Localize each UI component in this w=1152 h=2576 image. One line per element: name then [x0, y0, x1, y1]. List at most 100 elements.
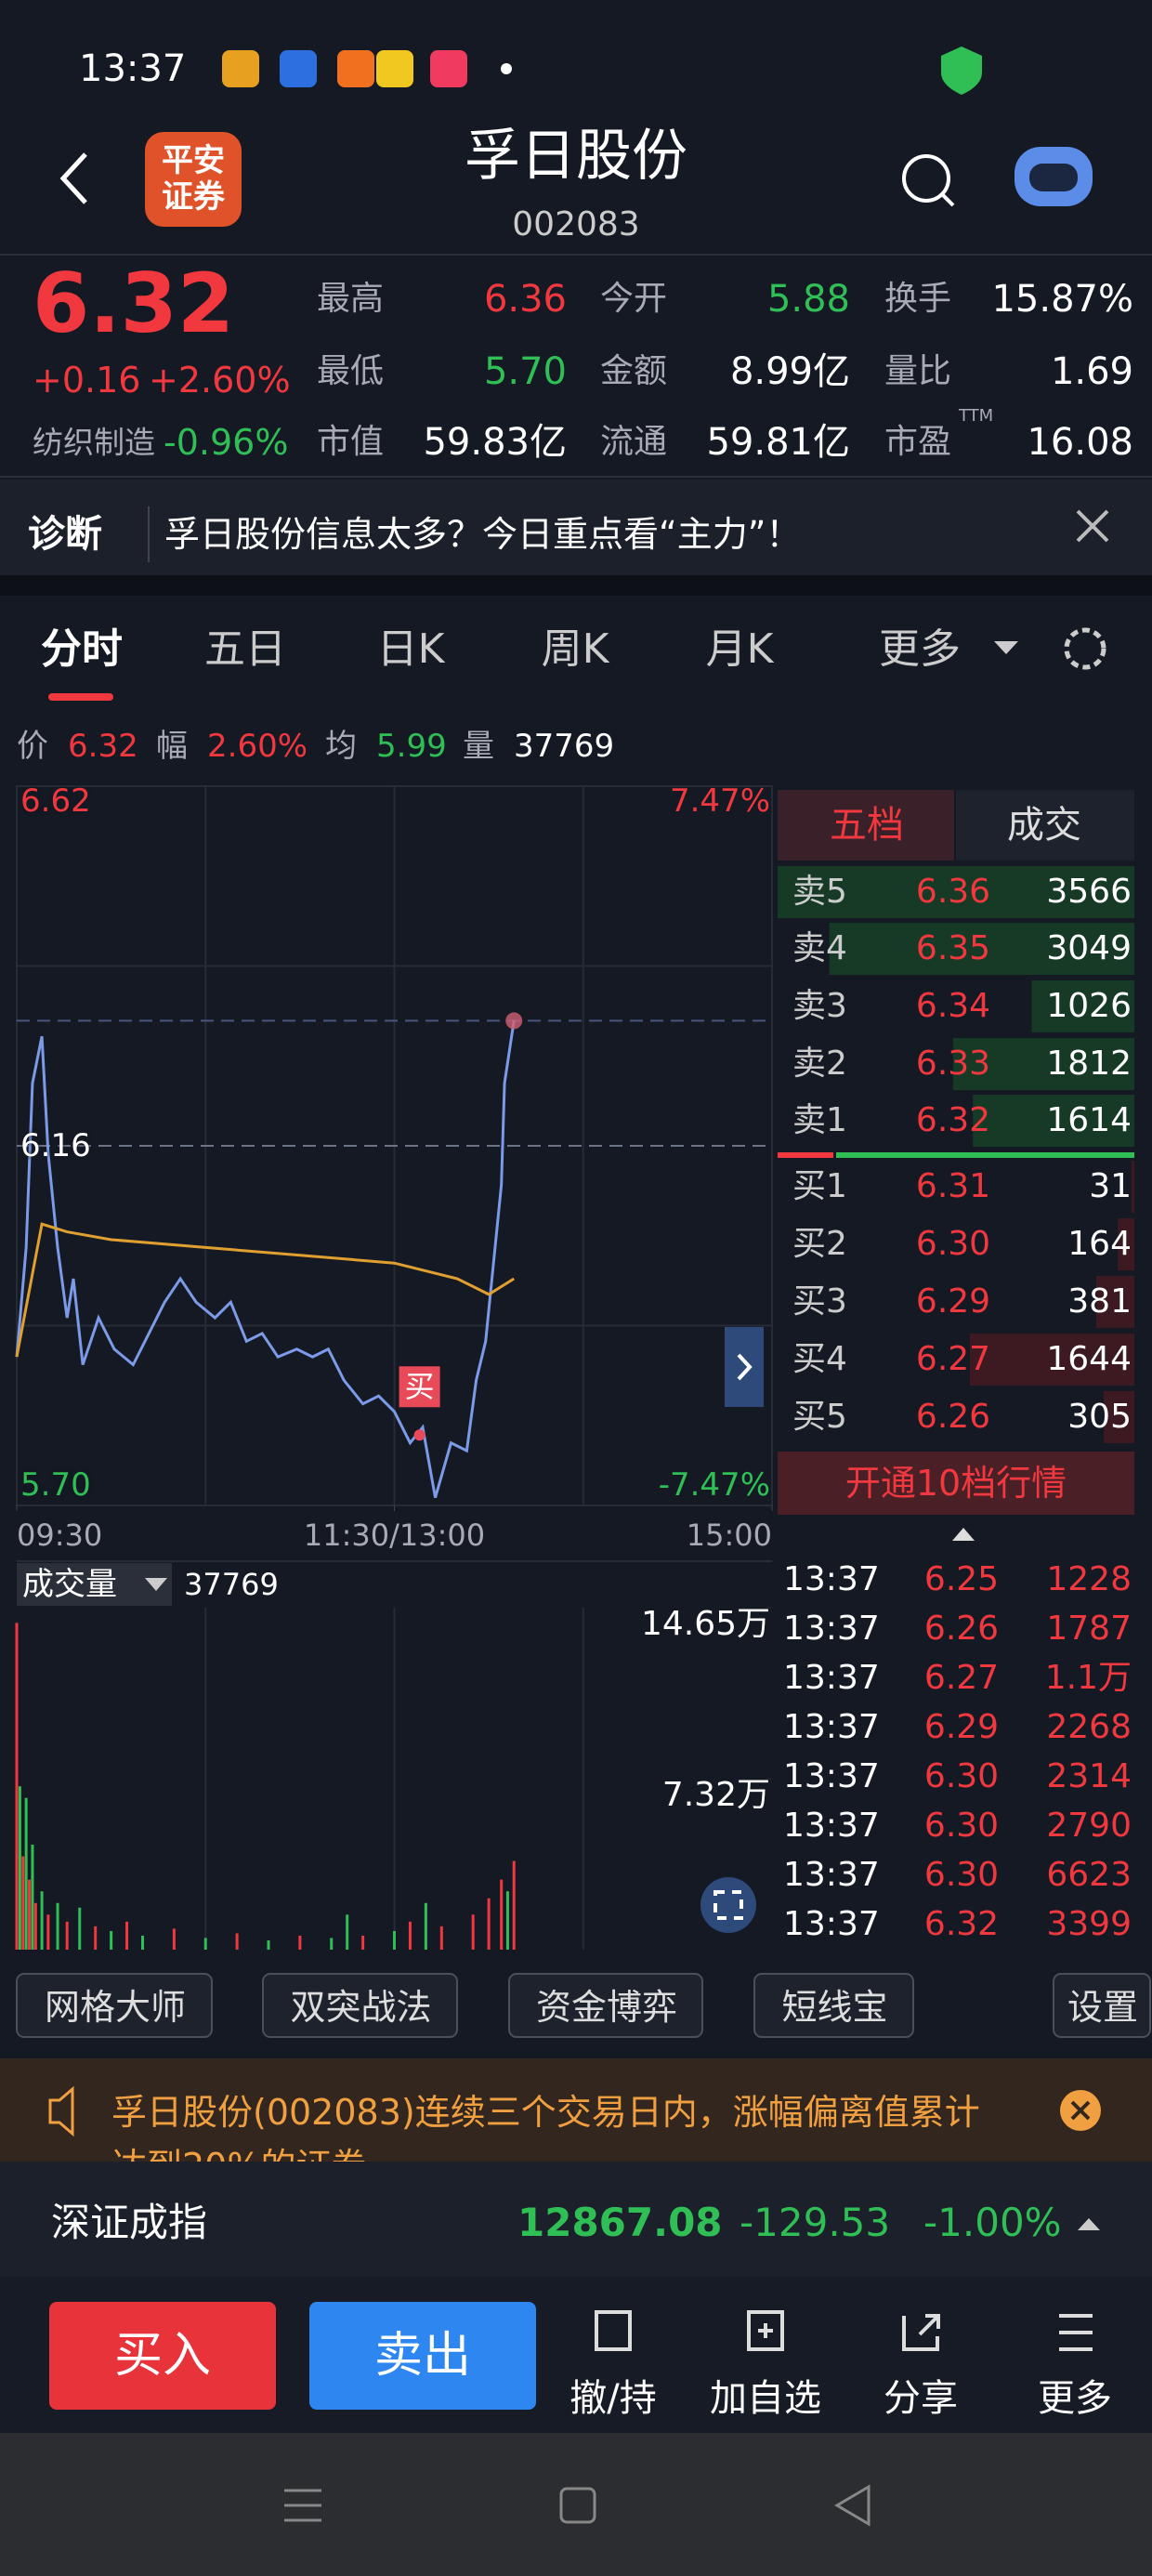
tab[interactable]: 周K [541, 625, 609, 673]
trade-time: 13:37 [783, 1807, 880, 1845]
trade-time: 13:37 [783, 1905, 880, 1943]
depth-bar [1118, 1218, 1134, 1270]
volume-bar [24, 1797, 28, 1950]
buy-button[interactable] [49, 2302, 276, 2410]
trade-price: 6.27 [923, 1659, 1000, 1697]
volume-bar [408, 1921, 412, 1950]
warning-banner [0, 2058, 1152, 2162]
nav-back[interactable] [834, 2484, 871, 2527]
book-volume: 1614 [1046, 1101, 1132, 1139]
trade-price: 6.30 [923, 1757, 1000, 1795]
info-label: 幅 [156, 728, 188, 765]
volume-bar [18, 1786, 21, 1950]
y-tick-label: 6.16 [20, 1127, 91, 1164]
tab-underline [48, 693, 113, 701]
book-tab[interactable]: 成交 [1007, 804, 1081, 847]
tool-label[interactable]: 网格大师 [44, 1987, 187, 2028]
tab[interactable]: 更多 [879, 625, 961, 673]
trade-price: 6.26 [923, 1610, 1000, 1648]
trade-time: 13:37 [783, 1757, 880, 1795]
buy-tag [399, 1366, 440, 1408]
volume-bar [439, 1925, 443, 1950]
book-volume: 164 [1067, 1225, 1132, 1263]
nav-home[interactable] [559, 2487, 596, 2524]
upgrade-link[interactable]: 开通10档行情 [844, 1463, 1067, 1504]
y-tick-label: 6.62 [20, 782, 91, 820]
sector: 纺织制造 [33, 424, 155, 461]
stat-value: 16.08 [1027, 421, 1133, 464]
tool-button [508, 1973, 703, 2038]
book-tab[interactable]: 五档 [830, 804, 904, 847]
book-volume: 305 [1067, 1398, 1132, 1436]
book-price: 6.29 [915, 1282, 991, 1321]
sell-button[interactable] [309, 2302, 536, 2410]
book-price: 6.32 [915, 1101, 991, 1139]
book-volume: 3049 [1046, 929, 1132, 967]
y2-tick-label: -7.47% [658, 1466, 770, 1504]
stat-value: 8.99亿 [729, 350, 850, 393]
fullscreen-button[interactable] [700, 1877, 756, 1933]
action-label[interactable]: 分享 [884, 2377, 958, 2420]
book-label: 买1 [792, 1167, 847, 1205]
volume-bar [298, 1935, 302, 1950]
volume-bar [28, 1879, 32, 1950]
back-icon[interactable] [59, 152, 87, 204]
volume-bar [125, 1921, 129, 1950]
depth-bar [829, 923, 1134, 975]
x-tick-label: 15:00 [686, 1518, 772, 1553]
book-label: 卖3 [792, 987, 847, 1025]
depth-bar [1095, 1276, 1134, 1328]
volume-header [17, 1563, 172, 1606]
volume-bar [487, 1898, 491, 1950]
expand-icon [1078, 2218, 1100, 2230]
tab[interactable]: 月K [705, 625, 774, 673]
book-volume: 3566 [1046, 873, 1132, 911]
index-bar[interactable] [0, 2162, 1152, 2277]
stat-value: 59.81亿 [706, 421, 850, 464]
volume-bar [65, 1921, 69, 1950]
trade-volume: 3399 [1046, 1905, 1132, 1943]
stat-label: 量比 [884, 352, 952, 390]
tool-label[interactable]: 短线宝 [781, 1987, 888, 2028]
tab[interactable]: 五日 [204, 625, 286, 673]
stat-value: 1.69 [1050, 350, 1133, 393]
volume-title: 成交量 [22, 1566, 117, 1603]
dropdown-icon [145, 1578, 167, 1591]
depth-bar [1031, 980, 1134, 1032]
diagnosis-text: 孚日股份信息太多？今日重点看“主力”！ [164, 514, 802, 555]
tool-label[interactable]: 设置 [1067, 1987, 1139, 2028]
info-label: 价 [17, 728, 48, 765]
index-name: 深证成指 [51, 2200, 208, 2245]
tool-label[interactable]: 资金博弈 [535, 1987, 678, 2028]
trade-price: 6.29 [923, 1708, 1000, 1746]
search-icon[interactable] [902, 154, 950, 203]
gear-icon[interactable] [1064, 627, 1106, 670]
close-icon[interactable] [1076, 509, 1109, 543]
tab[interactable]: 分时 [41, 625, 123, 673]
volume-bar [346, 1914, 349, 1950]
volume-bar [31, 1844, 34, 1950]
info-label: 均 [325, 728, 357, 765]
stat-value: 5.88 [766, 278, 850, 321]
book-price: 6.27 [915, 1340, 991, 1378]
volume-bar [393, 1930, 396, 1950]
book-price: 6.30 [915, 1225, 991, 1263]
stat-value: 5.70 [483, 350, 567, 393]
volume-bar [505, 1891, 509, 1950]
expand-arrow[interactable] [725, 1327, 764, 1407]
action-label[interactable]: 加自选 [710, 2377, 821, 2420]
action-label[interactable]: 撤/持 [569, 2377, 657, 2420]
action-label[interactable]: 更多 [1038, 2377, 1112, 2420]
tool-label[interactable]: 双突战法 [290, 1987, 432, 2028]
trade-volume: 1228 [1046, 1560, 1132, 1598]
tab[interactable]: 日K [376, 625, 445, 673]
stat-value: 6.36 [483, 278, 567, 321]
icon [1059, 2314, 1093, 2351]
dot [501, 63, 512, 74]
nav-menu[interactable] [284, 2489, 321, 2522]
icon [902, 2314, 940, 2351]
dropdown-icon [994, 641, 1018, 654]
volume-bar [78, 1907, 82, 1950]
buy-marker [413, 1429, 425, 1441]
